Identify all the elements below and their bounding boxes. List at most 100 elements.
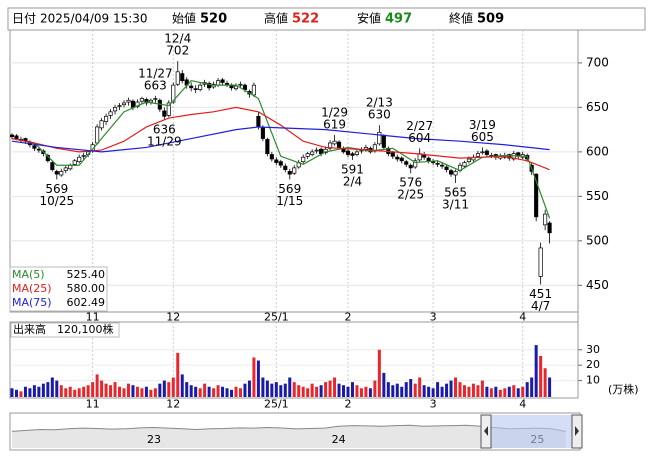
volume-bar: [32, 385, 36, 397]
candle-body: [538, 247, 543, 277]
candle-body: [95, 126, 100, 144]
candle-body: [332, 140, 337, 145]
candle-body: [480, 151, 485, 154]
candle-body: [220, 79, 225, 83]
candle-body: [350, 153, 355, 156]
candle-body: [314, 149, 319, 152]
x-tick-label: 25/1: [264, 398, 289, 411]
volume-bar: [221, 386, 225, 397]
candle-body: [171, 84, 176, 103]
volume-bar: [467, 386, 471, 397]
volume-bar: [368, 388, 372, 397]
candle-body: [319, 148, 324, 155]
annotation-value: 451: [529, 287, 552, 301]
candle-body: [278, 161, 283, 166]
navigator-label: 23: [147, 433, 161, 446]
candle-body: [121, 102, 127, 106]
y-tick-label: 500: [586, 233, 609, 247]
annotation-date: 11/29: [147, 134, 182, 148]
x-tick-label: 12: [166, 311, 180, 324]
legend-box: [9, 266, 108, 312]
candle-body: [448, 170, 454, 175]
volume-bar: [64, 388, 68, 397]
volume-bar: [59, 385, 63, 397]
candle-body: [112, 107, 118, 112]
candle-body: [224, 83, 230, 85]
candle-body: [466, 158, 472, 163]
annotation-date: 2/25: [397, 188, 424, 202]
volume-bar: [400, 386, 404, 397]
volume-bar: [82, 386, 86, 397]
volume-bar: [212, 388, 216, 397]
volume-bar: [525, 382, 529, 397]
annotation-date: 2/4: [343, 174, 362, 188]
navigator-selection[interactable]: [490, 415, 572, 448]
volume-bar: [346, 386, 350, 397]
volume-bar: [283, 383, 287, 397]
volume-bar: [458, 382, 462, 397]
volume-bar: [297, 385, 301, 397]
volume-bar: [180, 374, 184, 397]
volume-bar: [548, 377, 552, 397]
volume-bar: [230, 389, 234, 397]
volume-bar: [413, 383, 417, 397]
candle-body: [328, 142, 333, 149]
volume-bar: [162, 380, 166, 397]
candle-body: [354, 151, 360, 155]
volume-bar: [50, 377, 54, 397]
candle-body: [543, 213, 548, 226]
volume-bar: [41, 383, 45, 397]
annotation-value: 605: [471, 130, 494, 144]
x-tick-label: 4: [519, 311, 526, 324]
ma-line: [11, 106, 550, 171]
legend-name: MA(5): [12, 268, 45, 281]
volume-bar: [507, 386, 511, 397]
volume-bar: [355, 385, 359, 397]
volume-last: 120,100株: [57, 322, 114, 336]
annotation-value: 636: [153, 122, 176, 136]
volume-bar: [203, 383, 207, 397]
volume-bar: [46, 382, 50, 397]
volume-bar: [476, 385, 480, 397]
volume-bar: [530, 377, 534, 397]
volume-bar: [485, 386, 489, 397]
volume-bar: [391, 385, 395, 397]
candle-body: [475, 153, 480, 157]
volume-bar: [534, 345, 538, 397]
navigator-line: [11, 424, 566, 432]
volume-bar: [234, 386, 238, 397]
x-tick-label: 2: [345, 398, 352, 411]
volume-bar: [158, 383, 162, 397]
volume-bar: [14, 389, 18, 397]
volume-bar: [68, 386, 72, 397]
candle-body: [484, 150, 489, 155]
plot-layer: 450 500 550 600 650 700 10 20 30 11 11 12 12 25/1 25/1…: [9, 30, 609, 448]
candle-body: [238, 83, 243, 86]
candle-body: [233, 85, 239, 90]
volume-bar: [144, 386, 148, 397]
volume-bar: [149, 389, 153, 397]
candle-body: [377, 131, 382, 145]
candle-body: [251, 84, 256, 96]
header-label: 高値: [264, 11, 288, 26]
candle-body: [242, 84, 248, 90]
volume-bar: [462, 385, 466, 397]
annotation-value: 663: [144, 78, 167, 92]
volume-bar: [471, 383, 475, 397]
volume-bar: [216, 385, 220, 397]
volume-bar: [279, 385, 283, 397]
volume-bar: [104, 383, 108, 397]
volume-bar: [247, 380, 251, 397]
candle-body: [381, 135, 386, 148]
candle-body: [108, 111, 113, 116]
volume-bar: [118, 386, 122, 397]
volume-bar: [167, 382, 171, 397]
legend-name: MA(25): [12, 282, 52, 295]
volume-bar: [10, 388, 14, 397]
volume-bar: [265, 380, 269, 397]
volume-bar: [324, 382, 328, 397]
y-tick-label: 700: [586, 55, 609, 69]
volume-bar: [427, 386, 431, 397]
x-tick-label: 3: [430, 398, 437, 411]
y-tick-label: 450: [586, 278, 609, 292]
